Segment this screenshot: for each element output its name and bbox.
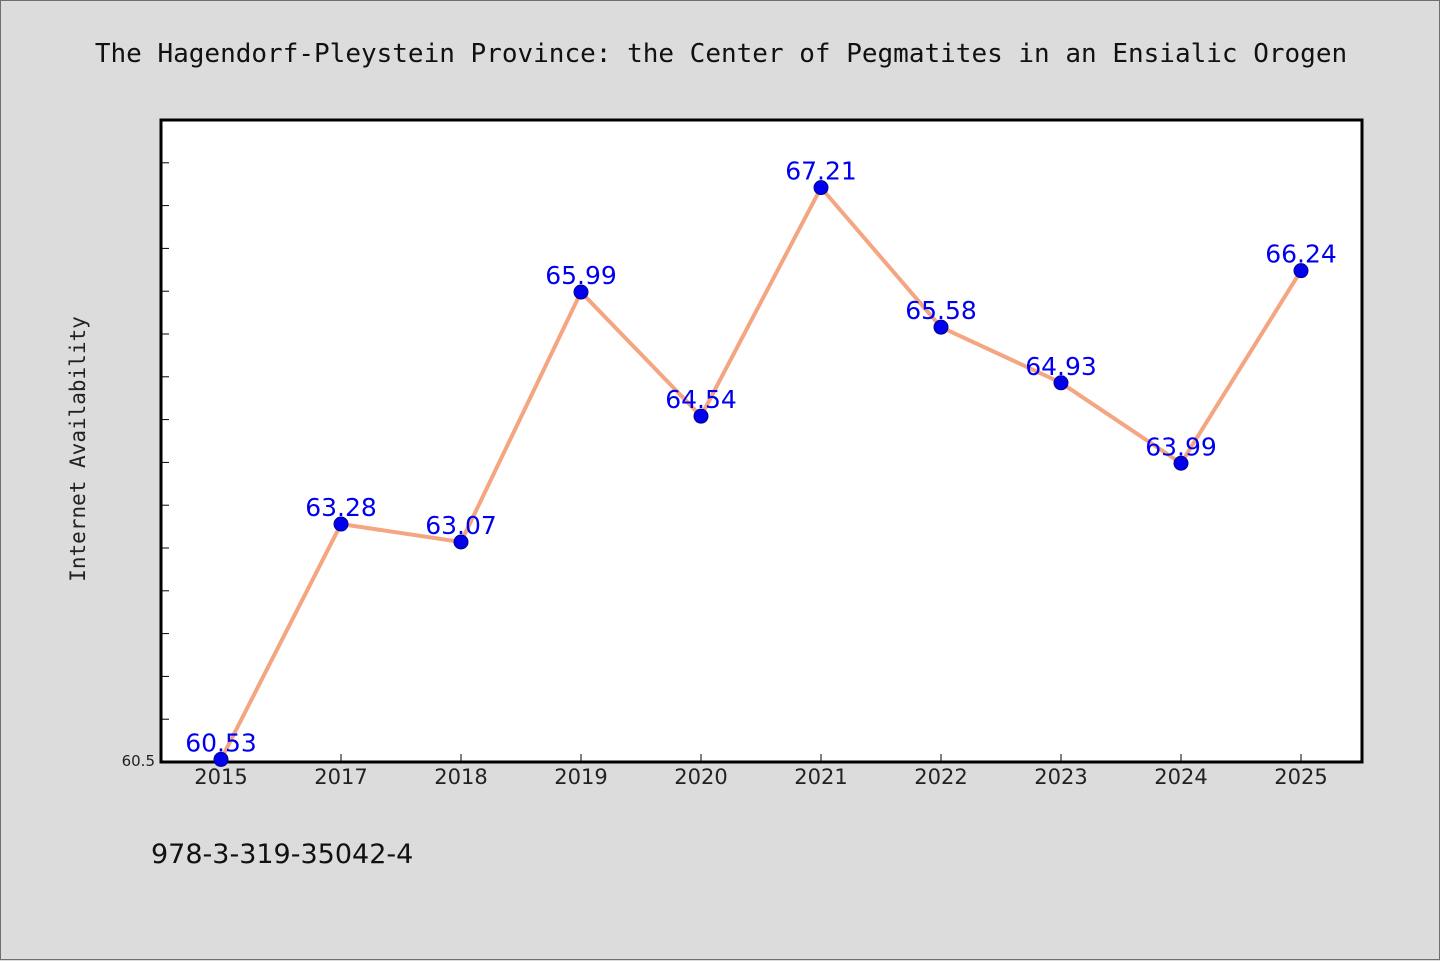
x-tick-label: 2022: [914, 765, 967, 789]
x-tick-label: 2017: [314, 765, 367, 789]
series-line: [219, 185, 1303, 762]
data-label: 65.58: [905, 296, 977, 325]
data-label: 63.99: [1145, 432, 1217, 461]
data-point: [813, 180, 829, 196]
data-label: 66.24: [1265, 240, 1337, 269]
data-point: [933, 319, 949, 335]
data-point: [1053, 375, 1069, 391]
x-tick-label: 2024: [1154, 765, 1207, 789]
footer-isbn: 978-3-319-35042-4: [151, 839, 413, 870]
y-axis-label: Internet Availability: [66, 316, 90, 582]
y-tick-label-min: 60.5: [122, 752, 155, 770]
data-label: 63.28: [305, 493, 377, 522]
x-tick-label: 2015: [194, 765, 247, 789]
data-point: [453, 534, 469, 550]
data-label: 60.53: [185, 728, 257, 757]
plot-area: [159, 118, 1364, 764]
data-label: 67.21: [785, 157, 857, 186]
data-point: [693, 408, 709, 424]
x-tick-label: 2023: [1034, 765, 1087, 789]
data-point: [333, 516, 349, 532]
x-tick-label: 2025: [1274, 765, 1327, 789]
x-axis-ticks: 2015 2017 2018 2019 2020 2021 2022 2023 2024 2025: [194, 754, 1328, 789]
data-markers: [213, 180, 1309, 767]
data-label: 65.99: [545, 261, 617, 290]
data-labels: 60.53 63.28 63.07 65.99 64.54 67.21 65.58 64.93…: [185, 157, 1337, 758]
data-point: [213, 751, 229, 767]
data-label: 64.54: [665, 385, 737, 414]
data-label: 64.93: [1025, 352, 1097, 381]
x-tick-label: 2020: [674, 765, 727, 789]
data-point: [1293, 263, 1309, 279]
chart-title: The Hagendorf-Pleystein Province: the Ce…: [95, 39, 1347, 69]
data-point: [573, 284, 589, 300]
data-label: 63.07: [425, 511, 497, 540]
x-tick-label: 2018: [434, 765, 487, 789]
x-tick-label: 2021: [794, 765, 847, 789]
y-minor-ticks: [161, 119, 169, 763]
x-tick-label: 2019: [554, 765, 607, 789]
data-point: [1173, 455, 1189, 471]
